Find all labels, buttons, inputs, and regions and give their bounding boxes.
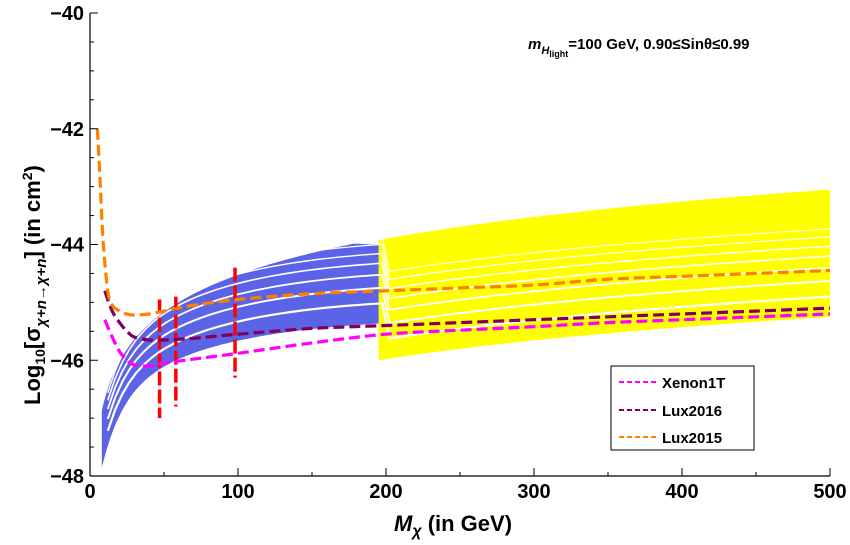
region-gap-line: [106, 280, 830, 420]
region-gap-line: [106, 266, 830, 410]
legend-entry-lux2016: Lux2016: [619, 403, 722, 420]
curve-lux2015: [95, 128, 830, 317]
annotation-sub-light: light: [549, 49, 568, 59]
legend-label-lux2015: Lux2015: [662, 430, 722, 447]
y-ticks: −48 −46 −44 −42 −40: [50, 3, 98, 488]
legend-entry-lux2015: Lux2015: [619, 430, 722, 447]
region-gap-line: [107, 236, 830, 387]
y-axis-title: Log10[σχ+n→χ+n] (in cm2): [19, 165, 50, 405]
region-blue: [101, 243, 404, 468]
legend-entry-xenon1t: Xenon1T: [619, 375, 725, 392]
region-gap-line: [106, 295, 830, 432]
x-tick-label: 300: [517, 481, 550, 503]
curve-xenon1t: [103, 312, 830, 368]
annotation-sub-h: H: [541, 45, 550, 57]
x-tick-label: 400: [665, 481, 698, 503]
x-tick-label: 200: [369, 481, 402, 503]
x-tick-label: 500: [813, 481, 846, 503]
limit-curves: [95, 128, 830, 368]
x-axis-title: Mχ (in GeV): [394, 511, 512, 540]
red-markers: [157, 267, 237, 419]
y-tick-label: −44: [50, 235, 85, 257]
legend-label-lux2016: Lux2016: [662, 403, 722, 420]
legend-label-xenon1t: Xenon1T: [662, 375, 725, 392]
y-tick-label: −46: [50, 350, 84, 372]
legend: Xenon1T Lux2016 Lux2015: [610, 365, 755, 451]
region-gap-line: [107, 228, 830, 381]
y-tick-label: −42: [50, 119, 84, 141]
y-tick-label: −48: [50, 466, 84, 488]
x-ticks: 0 100 200 300 400 500: [84, 468, 847, 503]
curve-lux2016: [103, 290, 830, 342]
x-tick-label: 0: [84, 481, 95, 503]
x-tick-label: 100: [221, 481, 254, 503]
annotation-text: =100 GeV, 0.90≤Sinθ≤0.99: [568, 36, 749, 53]
region-gap-line: [107, 245, 830, 394]
region-yellow: [378, 189, 830, 361]
annotation: mHlight=100 GeV, 0.90≤Sinθ≤0.99: [528, 36, 750, 59]
y-tick-label: −40: [50, 3, 84, 25]
legend-box: [610, 365, 755, 451]
annotation-m: m: [528, 36, 541, 53]
